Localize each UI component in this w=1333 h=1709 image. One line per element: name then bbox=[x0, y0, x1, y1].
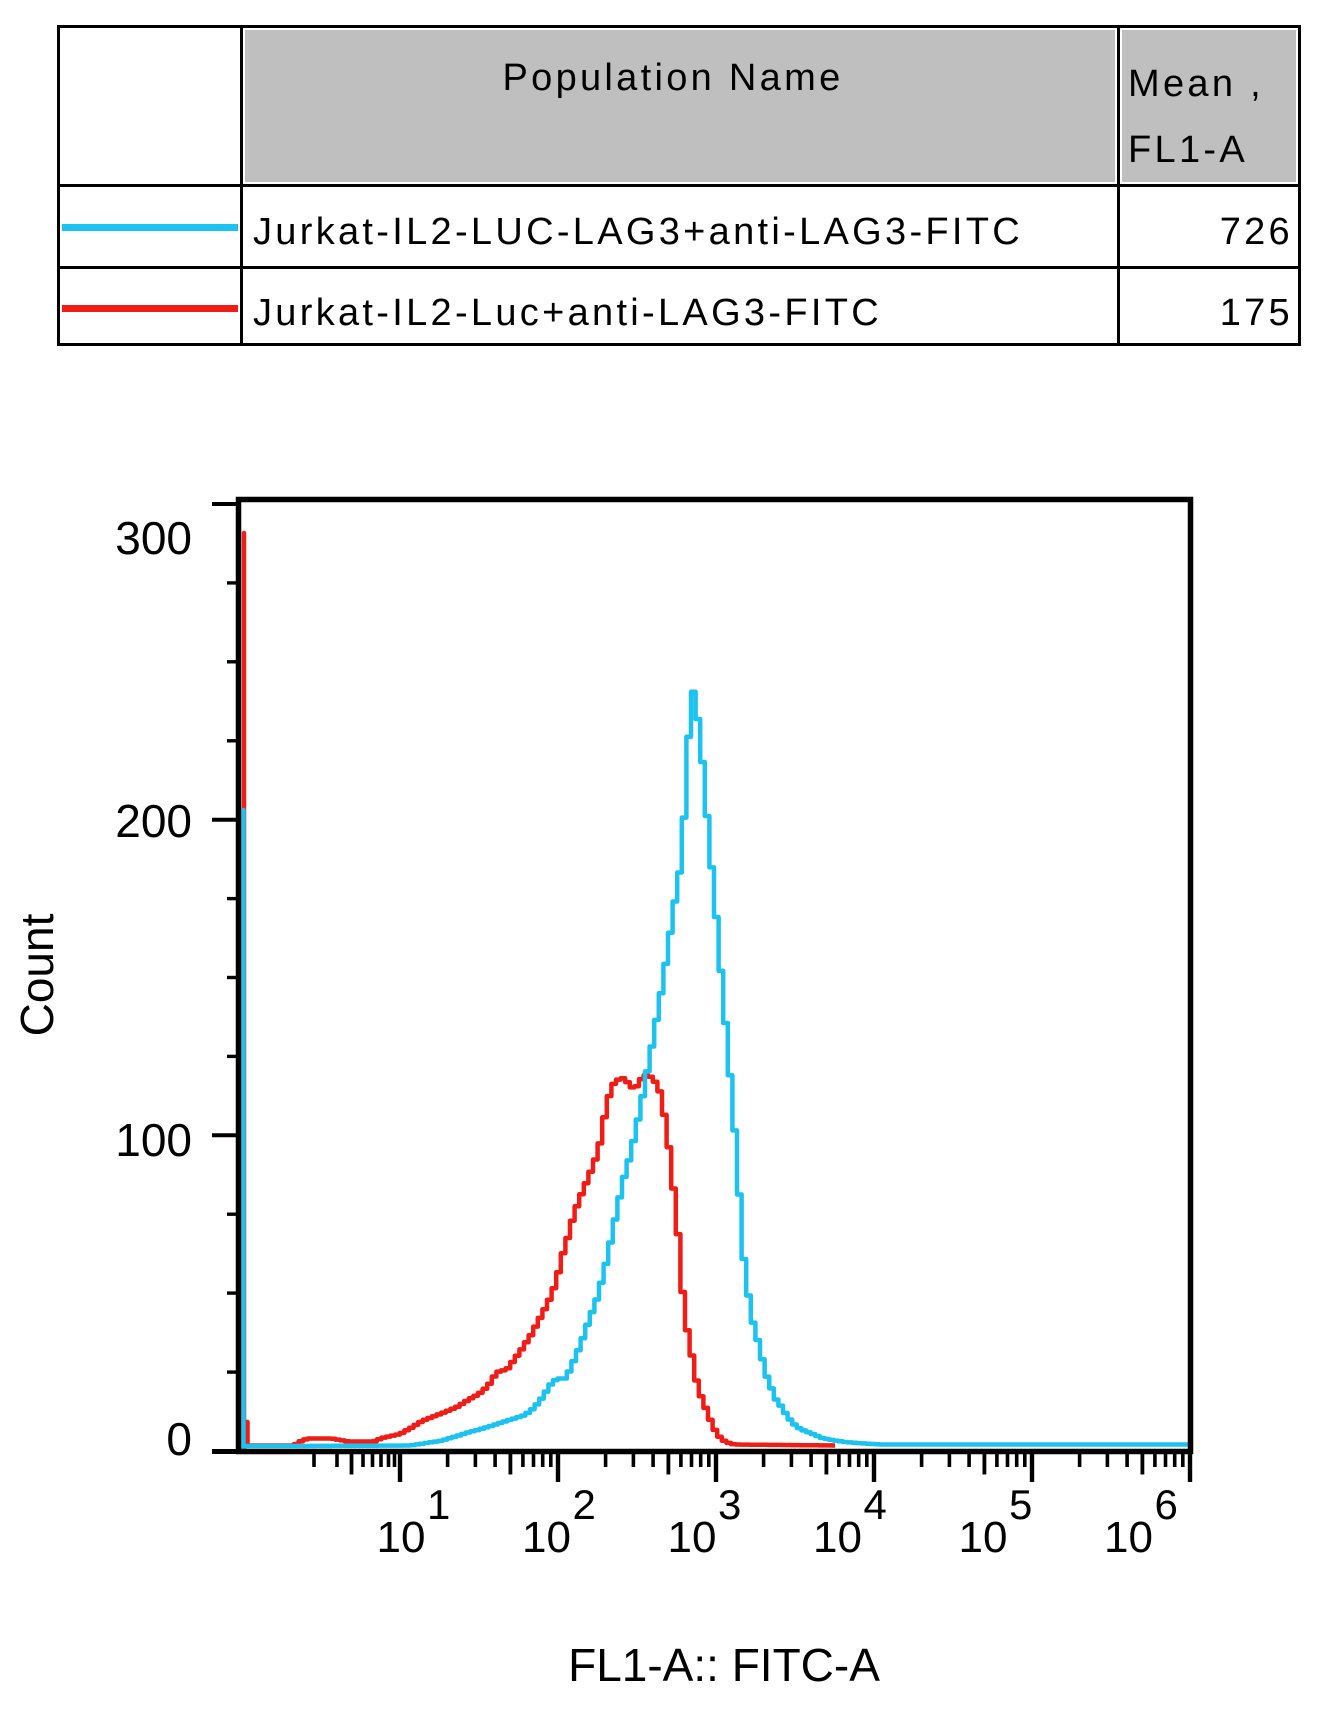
svg-text:2: 2 bbox=[573, 1481, 596, 1528]
svg-text:10: 10 bbox=[1104, 1513, 1153, 1562]
svg-text:10: 10 bbox=[813, 1513, 862, 1562]
svg-text:4: 4 bbox=[864, 1481, 887, 1528]
svg-text:726: 726 bbox=[1220, 211, 1293, 253]
svg-text:1: 1 bbox=[427, 1481, 450, 1528]
svg-text:Mean ,: Mean , bbox=[1128, 63, 1264, 105]
svg-text:FL1-A: FL1-A bbox=[1128, 129, 1248, 171]
svg-text:Jurkat-IL2-LUC-LAG3+anti-LAG3-: Jurkat-IL2-LUC-LAG3+anti-LAG3-FITC bbox=[253, 211, 1023, 253]
svg-text:6: 6 bbox=[1155, 1481, 1178, 1528]
svg-text:3: 3 bbox=[718, 1481, 741, 1528]
svg-text:10: 10 bbox=[959, 1513, 1008, 1562]
svg-text:0: 0 bbox=[166, 1413, 192, 1465]
svg-text:200: 200 bbox=[115, 795, 192, 847]
svg-text:10: 10 bbox=[668, 1513, 717, 1562]
svg-text:300: 300 bbox=[115, 512, 192, 564]
svg-text:Count: Count bbox=[11, 913, 63, 1036]
svg-text:5: 5 bbox=[1009, 1481, 1032, 1528]
svg-text:10: 10 bbox=[377, 1513, 426, 1562]
svg-text:10: 10 bbox=[522, 1513, 571, 1562]
svg-text:Population Name: Population Name bbox=[502, 57, 843, 99]
svg-text:175: 175 bbox=[1220, 292, 1293, 334]
svg-text:FL1-A:: FITC-A: FL1-A:: FITC-A bbox=[568, 1639, 880, 1691]
svg-text:Jurkat-IL2-Luc+anti-LAG3-FITC: Jurkat-IL2-Luc+anti-LAG3-FITC bbox=[253, 292, 882, 334]
svg-text:100: 100 bbox=[115, 1114, 192, 1166]
